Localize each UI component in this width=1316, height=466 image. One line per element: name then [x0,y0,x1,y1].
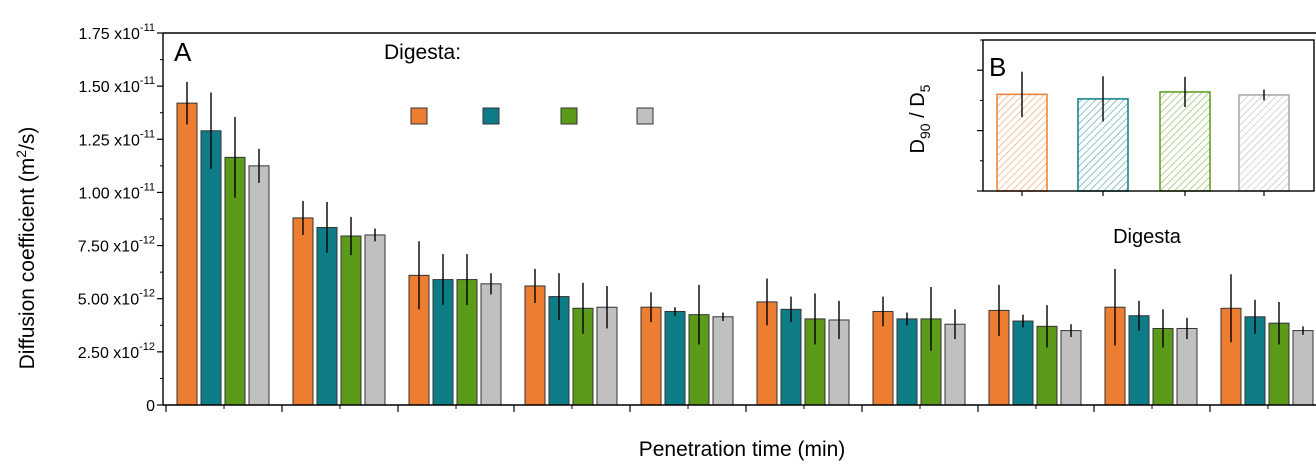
inset-frame [982,39,1315,192]
panel-label-b: B [989,52,1006,82]
bar-90-s3 [1292,330,1314,406]
bar-10-s3 [364,234,386,406]
y-axis-label: Diffusion coefficient (m2/s) [13,127,39,370]
main-panel: 0 2.50 x10-12 5.00 x10-12 7.50 x10-12 1.00 x… [13,22,1316,461]
bar-10-s0 [292,217,314,406]
x-axis-label: Penetration time (min) [639,438,846,461]
bar-70-s1 [1012,320,1034,406]
bar-80-s3 [1176,327,1198,406]
y-tick-label: 0 [146,398,155,415]
bar-5-s3 [248,165,270,406]
y-tick-label: 2.50 x10-12 [78,341,155,362]
inset-bar-3 [1238,94,1290,192]
inset-panel-b: B Digesta D90 / D5 [907,39,1315,248]
y-tick-label: 7.50 x10-12 [78,235,155,256]
inset-x-axis-label: Digesta [1113,226,1182,248]
legend-swatch [636,107,654,125]
y-tick-label: 1.00 x10-11 [79,181,155,202]
bar-40-s1 [664,310,686,406]
bar-40-s3 [712,316,734,406]
inset-y-axis-label: D90 / D5 [907,84,933,153]
legend-title: Digesta: [384,41,461,64]
bar-20-s3 [480,283,502,406]
bar-50-s1 [780,308,802,406]
bar-5-s1 [200,130,222,406]
legend: Digesta: [384,41,654,125]
bar-60-s1 [896,318,918,406]
bar-10-s1 [316,227,338,406]
y-tick-label: 1.75 x10-11 [79,22,155,43]
y-tick-label: 1.50 x10-11 [79,75,155,96]
legend-swatch [482,107,500,125]
legend-swatch [410,107,428,125]
y-tick-label: 1.25 x10-11 [79,128,155,149]
bar-10-s2 [340,235,362,406]
y-tick-label: 5.00 x10-12 [78,288,155,309]
bar-30-s0 [524,285,546,406]
bar-70-s3 [1060,330,1082,406]
legend-swatch [560,107,578,125]
panel-label-a: A [174,37,192,67]
bar-5-s0 [176,102,198,406]
